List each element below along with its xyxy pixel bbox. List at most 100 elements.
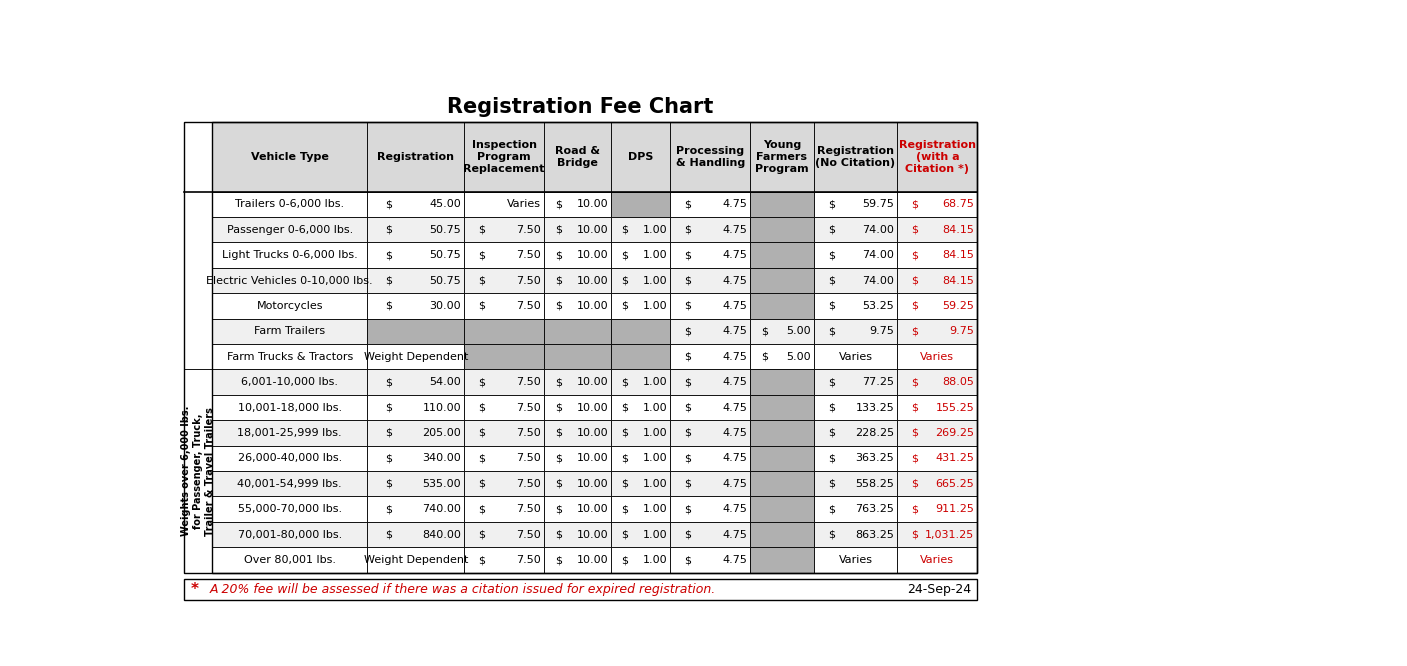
Text: Registration
(No Citation): Registration (No Citation) <box>816 146 896 168</box>
Text: $: $ <box>556 428 563 438</box>
Bar <box>670 496 750 522</box>
Text: $: $ <box>386 199 393 209</box>
Bar <box>670 318 750 344</box>
Text: 70,001-80,000 lbs.: 70,001-80,000 lbs. <box>238 529 342 539</box>
Bar <box>545 420 612 446</box>
Bar <box>367 370 464 395</box>
Bar <box>367 547 464 573</box>
Text: $: $ <box>620 250 628 260</box>
Text: $: $ <box>556 555 563 565</box>
Bar <box>670 192 750 217</box>
Text: $: $ <box>684 301 691 311</box>
Text: $: $ <box>478 428 485 438</box>
Text: $: $ <box>912 402 919 412</box>
Text: 10,001-18,000 lbs.: 10,001-18,000 lbs. <box>238 402 342 412</box>
Text: 4.75: 4.75 <box>722 504 747 514</box>
Bar <box>212 496 367 522</box>
Text: $: $ <box>556 479 563 489</box>
Text: 5.00: 5.00 <box>787 326 810 336</box>
Text: 7.50: 7.50 <box>516 454 540 464</box>
Text: Weight Dependent: Weight Dependent <box>363 352 469 362</box>
Bar <box>750 344 813 370</box>
Text: 740.00: 740.00 <box>422 504 461 514</box>
Text: $: $ <box>478 479 485 489</box>
Text: $: $ <box>386 529 393 539</box>
Text: 4.75: 4.75 <box>722 377 747 387</box>
Text: 74.00: 74.00 <box>862 224 895 234</box>
Text: 18,001-25,999 lbs.: 18,001-25,999 lbs. <box>238 428 342 438</box>
Text: 6,001-10,000 lbs.: 6,001-10,000 lbs. <box>241 377 338 387</box>
Bar <box>750 268 813 293</box>
Bar <box>750 192 813 217</box>
Text: $: $ <box>684 199 691 209</box>
Text: $: $ <box>684 326 691 336</box>
Bar <box>367 446 464 471</box>
Bar <box>670 395 750 420</box>
Text: 54.00: 54.00 <box>429 377 461 387</box>
Text: Vehicle Type: Vehicle Type <box>250 152 329 162</box>
Bar <box>612 471 670 496</box>
Bar <box>898 370 978 395</box>
Text: 24-Sep-24: 24-Sep-24 <box>908 583 971 596</box>
Text: 1.00: 1.00 <box>643 479 667 489</box>
Bar <box>464 268 545 293</box>
Bar <box>212 420 367 446</box>
Text: $: $ <box>912 326 919 336</box>
Text: $: $ <box>478 377 485 387</box>
Bar <box>898 217 978 242</box>
Text: $: $ <box>912 529 919 539</box>
Bar <box>464 293 545 318</box>
Text: $: $ <box>684 224 691 234</box>
Text: $: $ <box>556 454 563 464</box>
Text: Varies: Varies <box>920 352 954 362</box>
Bar <box>367 318 464 344</box>
Text: 1.00: 1.00 <box>643 555 667 565</box>
Bar <box>898 242 978 268</box>
Bar <box>670 293 750 318</box>
Text: 363.25: 363.25 <box>855 454 895 464</box>
Bar <box>750 318 813 344</box>
Text: Varies: Varies <box>839 352 872 362</box>
Text: $: $ <box>620 402 628 412</box>
Text: 45.00: 45.00 <box>429 199 461 209</box>
Text: 7.50: 7.50 <box>516 479 540 489</box>
Bar <box>750 547 813 573</box>
Bar <box>212 242 367 268</box>
Text: $: $ <box>620 301 628 311</box>
Text: $: $ <box>620 555 628 565</box>
Bar <box>670 123 750 192</box>
Text: $: $ <box>556 250 563 260</box>
Bar <box>367 242 464 268</box>
Text: 55,000-70,000 lbs.: 55,000-70,000 lbs. <box>238 504 342 514</box>
Text: $: $ <box>684 454 691 464</box>
Text: 4.75: 4.75 <box>722 352 747 362</box>
Bar <box>612 217 670 242</box>
Bar <box>750 370 813 395</box>
Text: $: $ <box>386 250 393 260</box>
Text: 30.00: 30.00 <box>429 301 461 311</box>
Bar <box>464 123 545 192</box>
Text: $: $ <box>556 402 563 412</box>
Bar <box>212 268 367 293</box>
Text: $: $ <box>684 479 691 489</box>
Text: $: $ <box>829 428 836 438</box>
Text: $: $ <box>556 224 563 234</box>
Bar <box>212 293 367 318</box>
Bar <box>813 522 898 547</box>
Text: 10.00: 10.00 <box>577 428 608 438</box>
Text: 205.00: 205.00 <box>422 428 461 438</box>
Text: 50.75: 50.75 <box>429 250 461 260</box>
Text: $: $ <box>556 529 563 539</box>
Bar <box>813 344 898 370</box>
Bar <box>813 242 898 268</box>
Bar <box>898 395 978 420</box>
Text: Young
Farmers
Program: Young Farmers Program <box>756 141 809 174</box>
Text: 7.50: 7.50 <box>516 250 540 260</box>
Bar <box>367 192 464 217</box>
Text: $: $ <box>386 454 393 464</box>
Text: $: $ <box>478 224 485 234</box>
Text: $: $ <box>478 504 485 514</box>
Text: $: $ <box>478 301 485 311</box>
Text: 10.00: 10.00 <box>577 454 608 464</box>
Bar <box>750 496 813 522</box>
